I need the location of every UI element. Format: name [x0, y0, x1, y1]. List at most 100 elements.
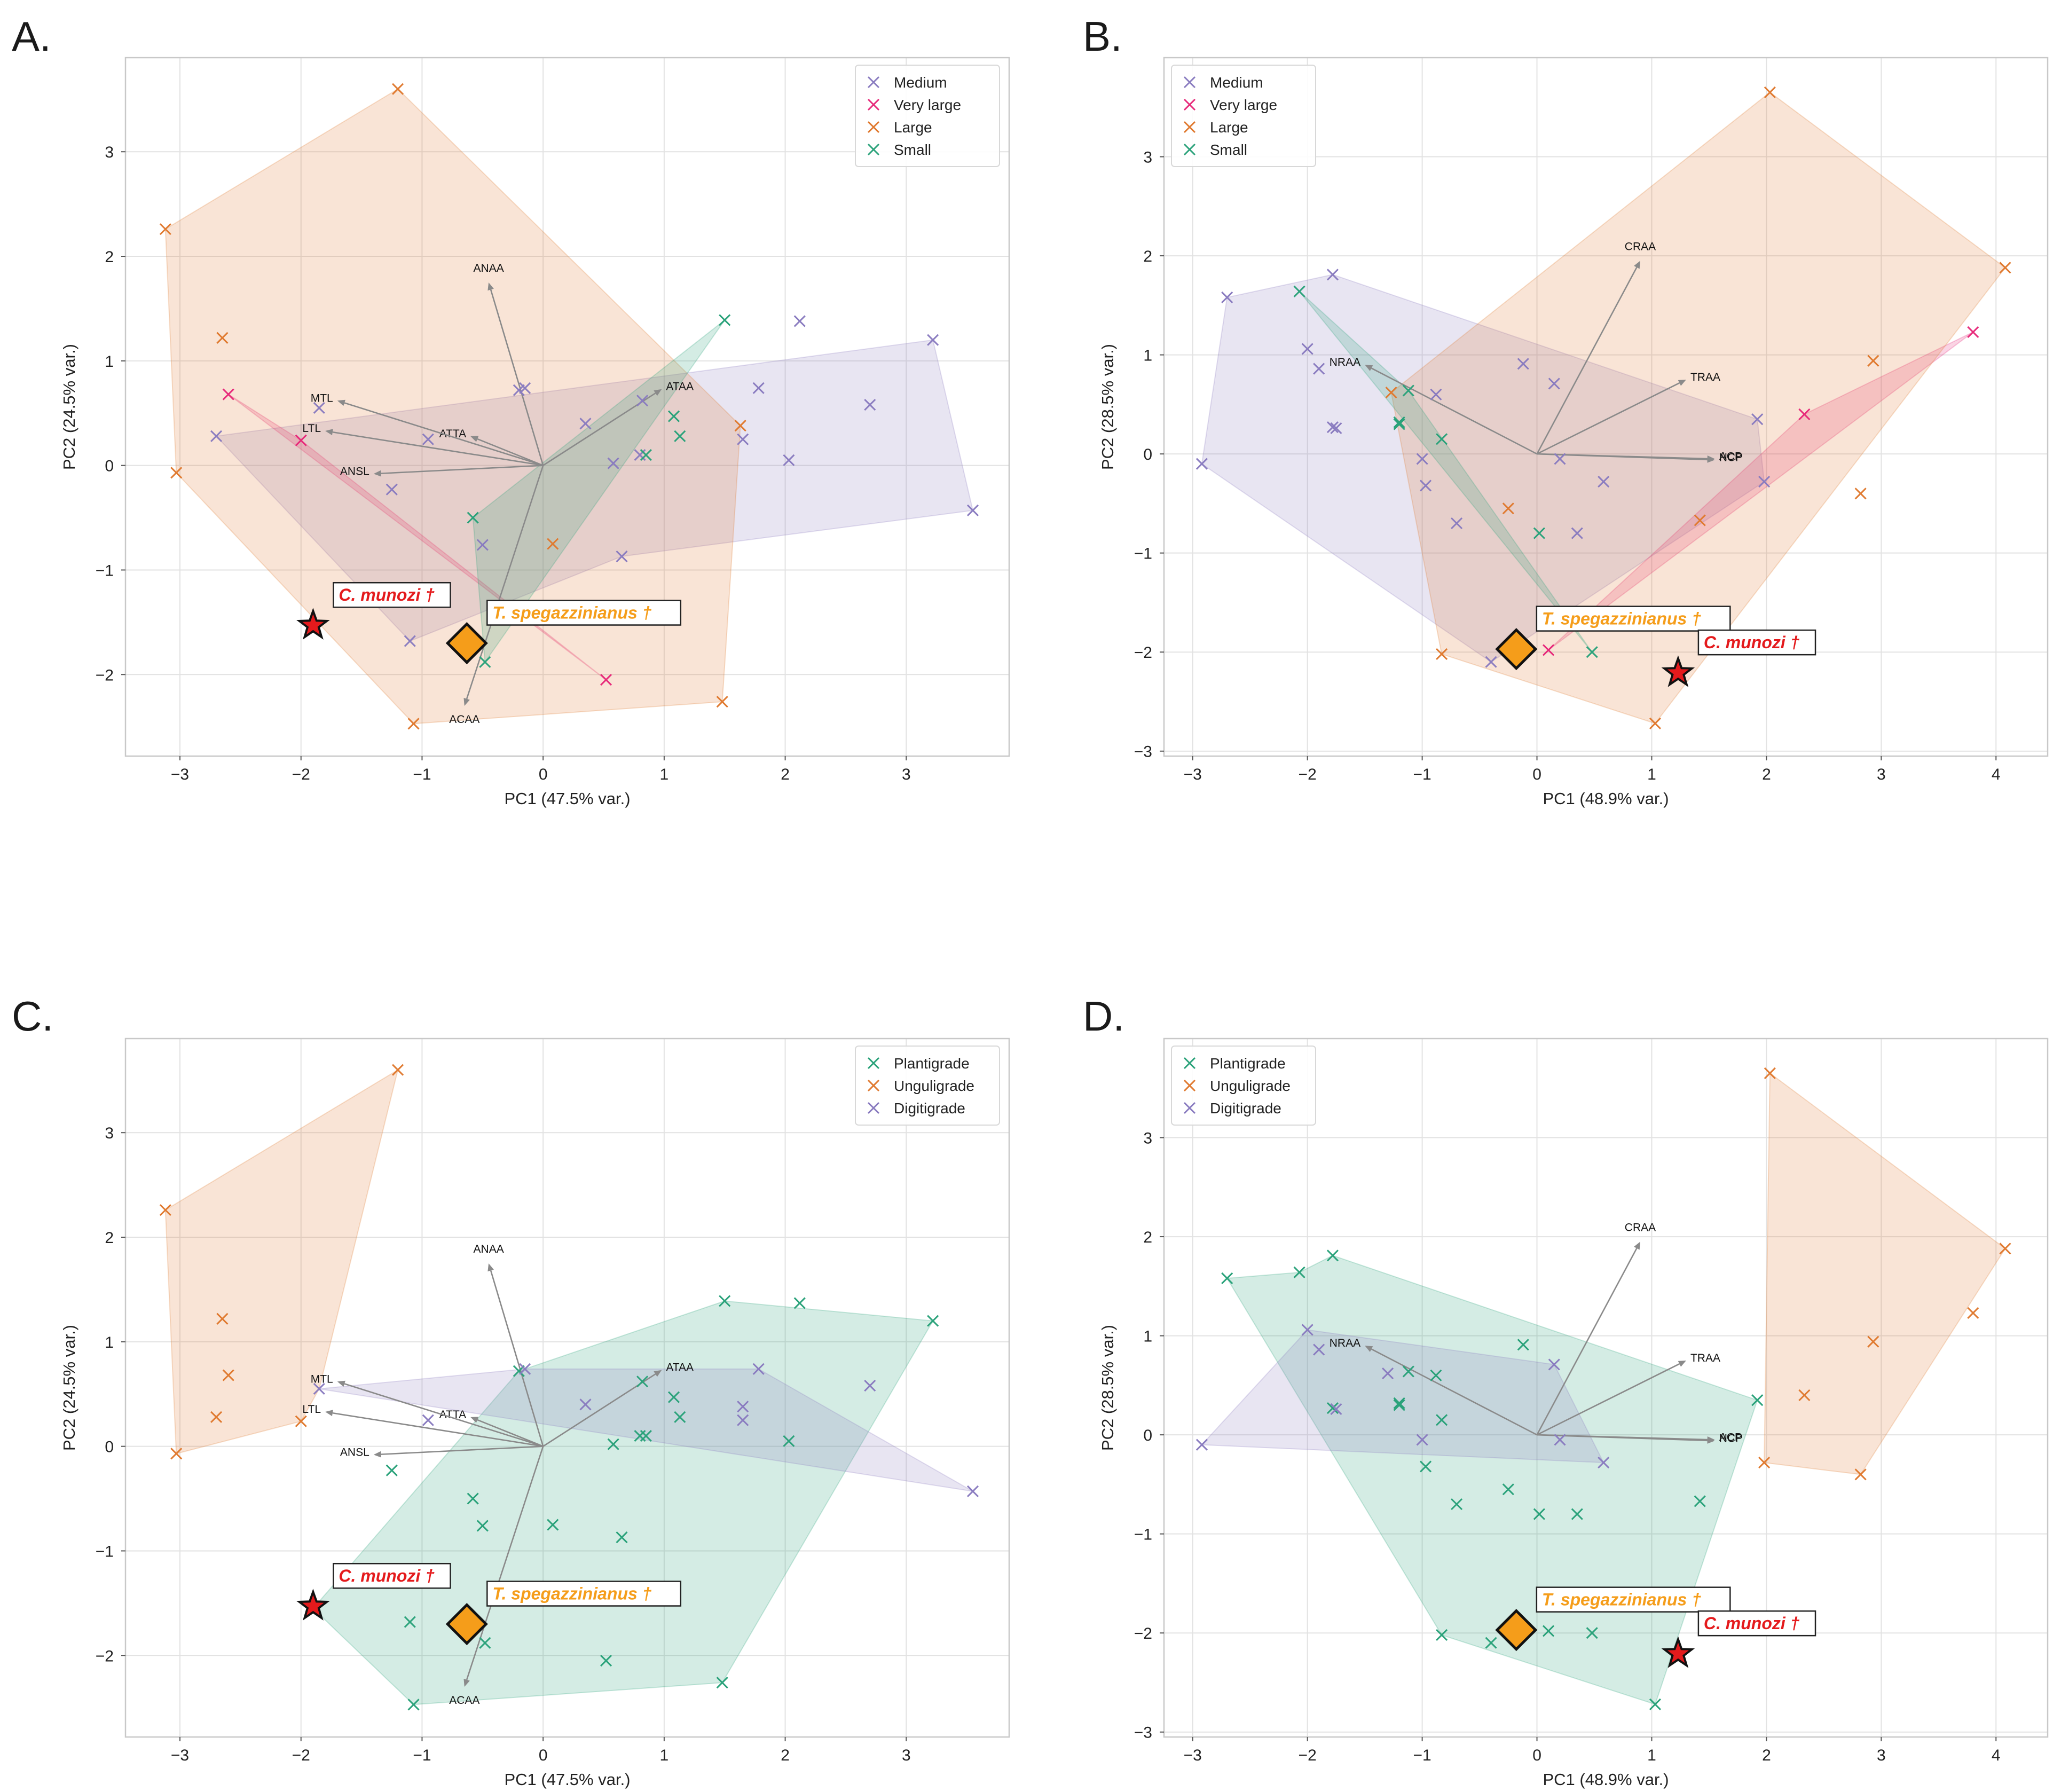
loading-arrow: [344, 1383, 544, 1447]
y-tick-label: −2: [1134, 644, 1152, 662]
y-tick-label: −2: [1134, 1625, 1152, 1642]
loading-arrow: [381, 465, 544, 474]
x-tick-label: 0: [539, 766, 548, 783]
data-point-small: [719, 314, 731, 326]
data-point-plantigrade: [1430, 1369, 1442, 1381]
x-tick-label: 0: [1532, 766, 1541, 783]
legend-marker: [867, 1079, 880, 1092]
data-point-small: [674, 430, 686, 442]
data-point-plantigrade: [1533, 1508, 1545, 1520]
panel-c: C. ANAA ATAA ATTA MTL LTL ANSL ACAA C. munozi † T…: [12, 993, 1010, 1789]
data-point-medium: [607, 457, 619, 469]
star-marker: [1661, 1636, 1695, 1668]
fossil-label: T. spegazzinianus †: [492, 1584, 651, 1604]
data-point-plantigrade: [1649, 1698, 1661, 1710]
loading-arrow-head: [654, 389, 662, 396]
loading-arrow: [490, 1270, 544, 1447]
loading-arrow: [381, 1445, 544, 1455]
legend-marker: [867, 143, 880, 156]
x-tick-label: 2: [1762, 1747, 1771, 1764]
loading-arrow-head: [1707, 456, 1715, 463]
x-tick-label: −1: [413, 766, 431, 783]
legend-marker: [1183, 76, 1196, 89]
data-point-large: [1999, 262, 2011, 274]
data-point-digitigrade: [966, 1485, 979, 1497]
data-point-digitigrade: [1382, 1367, 1394, 1380]
data-point-plantigrade: [1326, 1402, 1339, 1414]
data-point-very-large: [1798, 408, 1811, 420]
data-point-digitigrade: [1301, 1324, 1313, 1336]
legend-marker: [1183, 98, 1196, 111]
plot-area: [125, 1039, 1009, 1737]
x-tick-label: 0: [539, 1747, 548, 1764]
legend-entry: Small: [894, 142, 931, 158]
data-point-plantigrade: [667, 1391, 680, 1403]
x-tick-label: −3: [1184, 766, 1202, 783]
data-point-plantigrade: [1326, 1249, 1339, 1262]
loading-arrow: [1537, 453, 1708, 461]
x-tick-label: −2: [292, 766, 310, 783]
star-marker: [296, 1589, 330, 1621]
data-point-plantigrade: [404, 1616, 416, 1628]
data-point-large: [216, 332, 229, 344]
legend-box: [1171, 1046, 1316, 1126]
legend-marker: [867, 121, 880, 133]
fossil-label: C. munozi †: [339, 1566, 435, 1585]
data-point-small: [667, 410, 680, 422]
data-point-medium: [1517, 358, 1529, 370]
data-point-medium: [1571, 527, 1583, 539]
loading-arrow-head: [325, 1410, 333, 1417]
plot-area: [125, 58, 1009, 756]
loading-label: NCP: [1719, 1432, 1743, 1444]
y-tick-label: −1: [96, 1543, 114, 1560]
loading-label: ATTA: [439, 428, 467, 440]
legend-marker: [1183, 143, 1196, 156]
x-tick-label: 4: [1992, 766, 2001, 783]
x-tick-label: −1: [413, 1747, 431, 1764]
legend-marker: [1183, 1079, 1196, 1092]
y-tick-label: 2: [1143, 248, 1152, 265]
x-tick-label: 1: [660, 766, 669, 783]
data-point-unguligrade: [210, 1411, 223, 1423]
loading-arrow: [1537, 1434, 1708, 1442]
x-tick-label: −1: [1413, 1747, 1431, 1764]
x-tick-label: 2: [781, 1747, 790, 1764]
plot-frame: [1163, 1038, 2049, 1738]
plot-area: [1164, 58, 2048, 756]
data-point-unguligrade: [295, 1415, 307, 1427]
data-point-unguligrade: [1999, 1243, 2011, 1255]
loading-arrow-head: [1634, 261, 1640, 269]
loading-arrow: [477, 1419, 544, 1447]
fossil-label-box: [333, 1562, 451, 1589]
y-tick-label: 1: [105, 1334, 114, 1351]
data-point-medium: [1330, 422, 1342, 434]
loading-arrow-head: [1365, 365, 1373, 371]
y-tick-label: 0: [1143, 1427, 1152, 1444]
hull-unguligrade: [164, 1068, 399, 1455]
data-point-medium: [1554, 453, 1566, 465]
data-point-medium: [386, 483, 398, 496]
data-point-medium: [737, 433, 749, 445]
hull-large: [1390, 91, 2006, 724]
fossil-label-box: [1536, 606, 1731, 632]
x-tick-label: 3: [902, 1747, 911, 1764]
panel-a: A. ANAA ATAA ATTA MTL LTL ANSL ACAA C. munozi † T…: [12, 13, 1010, 808]
y-tick-label: −2: [96, 666, 114, 684]
data-point-medium: [636, 395, 649, 407]
legend-entry: Unguligrade: [1210, 1078, 1291, 1094]
x-tick-label: −1: [1413, 766, 1431, 783]
y-tick-label: 2: [105, 1229, 114, 1247]
loading-arrow-head: [1634, 1241, 1640, 1250]
x-axis-label: PC1 (48.9% var.): [1543, 1770, 1669, 1789]
fossil-label: C. munozi †: [339, 585, 435, 604]
loading-arrow-head: [463, 697, 470, 706]
data-point-medium: [1221, 291, 1233, 304]
diamond-marker: [1495, 628, 1538, 671]
data-point-medium: [616, 550, 628, 563]
legend-entry: Medium: [1210, 74, 1263, 91]
y-tick-label: 1: [1143, 1328, 1152, 1346]
plot-frame: [124, 1038, 1010, 1738]
legend-entry: Digitigrade: [894, 1100, 965, 1117]
